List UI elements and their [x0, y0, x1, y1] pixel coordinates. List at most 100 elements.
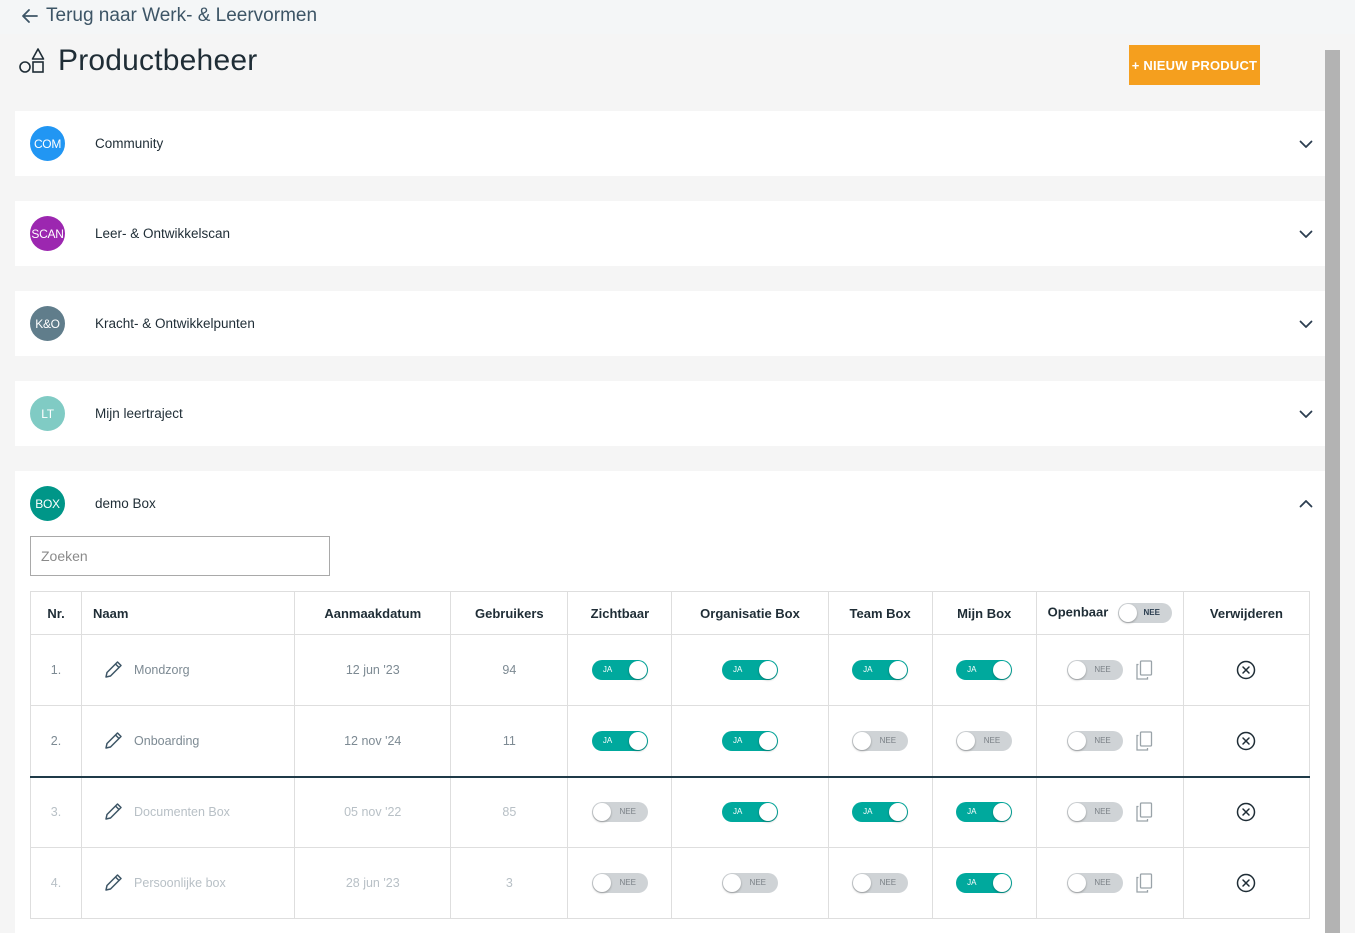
organisatie-box-toggle[interactable]: JA [722, 660, 778, 680]
name-cell: Persoonlijke box [81, 847, 296, 919]
close-circle-icon[interactable] [1236, 873, 1256, 893]
team-cell: NEE [827, 705, 933, 778]
column-header-mijn-box: Mijn Box [931, 591, 1037, 635]
toggle-label: NEE [983, 735, 1001, 745]
group-badge: COM [30, 126, 65, 161]
product-name[interactable]: Onboarding [134, 733, 200, 748]
new-product-button[interactable]: + NIEUW PRODUCT [1129, 45, 1260, 85]
group-header-leertraject[interactable]: LT Mijn leertraject [15, 381, 1325, 446]
team-cell: NEE [827, 847, 933, 919]
team-box-toggle[interactable]: JA [852, 660, 909, 680]
mijn-box-toggle[interactable]: NEE [956, 730, 1013, 751]
toggle-label: JA [733, 735, 743, 745]
zichtbaar-cell: NEE [567, 776, 673, 848]
zichtbaar-toggle[interactable]: JA [591, 730, 648, 751]
search-input[interactable] [30, 536, 330, 576]
organisatie-box-toggle[interactable]: NEE [722, 873, 778, 893]
shapes-icon [19, 48, 45, 73]
organisatie-box-toggle[interactable]: JA [722, 802, 778, 823]
back-link[interactable]: Terug naar Werk- & Leervormen [20, 5, 317, 27]
toggle-label: JA [967, 665, 977, 674]
toggle-label: JA [863, 665, 873, 674]
openbaar-toggle[interactable]: NEE [1066, 802, 1123, 823]
organisatie-cell: JA [671, 705, 829, 778]
team-box-toggle[interactable]: NEE [852, 873, 909, 893]
column-header-team-box: Team Box [827, 591, 933, 635]
toggle-label: NEE [1094, 665, 1111, 674]
group-badge: K&O [30, 306, 65, 341]
copy-icon[interactable] [1135, 660, 1153, 680]
organisatie-cell: NEE [671, 847, 829, 919]
created-date: 12 nov '24 [294, 705, 452, 778]
page-title: Productbeheer [58, 44, 258, 77]
group-panel-ko: K&O Kracht- & Ontwikkelpunten [15, 291, 1325, 356]
group-header-scan[interactable]: SCAN Leer- & Ontwikkelscan [15, 201, 1325, 266]
toggle-label: NEE [1094, 807, 1111, 817]
openbaar-toggle[interactable]: NEE [1066, 660, 1123, 680]
toggle-label: NEE [619, 807, 636, 817]
pencil-icon[interactable] [102, 659, 124, 681]
mijn-box-toggle[interactable]: JA [956, 660, 1013, 680]
group-header-community[interactable]: COM Community [15, 111, 1325, 176]
toggle-label: JA [733, 665, 743, 674]
mijn-box-toggle[interactable]: JA [956, 802, 1013, 823]
close-circle-icon[interactable] [1236, 660, 1256, 680]
chevron-down-icon[interactable] [1299, 407, 1313, 421]
toggle-label: NEE [1094, 878, 1111, 887]
row-number: 4. [29, 847, 83, 919]
created-date: 05 nov '22 [294, 776, 452, 848]
user-count: 11 [450, 705, 569, 778]
pencil-icon[interactable] [102, 801, 124, 823]
chevron-down-icon[interactable] [1299, 317, 1313, 331]
zichtbaar-toggle[interactable]: NEE [591, 873, 648, 893]
openbaar-toggle[interactable]: NEE [1066, 873, 1123, 893]
table-row: 3. Documenten Box 05 nov '22 85 NEE JA J… [29, 776, 1311, 848]
row-number: 1. [29, 634, 83, 706]
toggle-label: NEE [1143, 608, 1160, 617]
group-label: Community [95, 136, 164, 151]
openbaar-cell: NEE [1035, 705, 1184, 778]
chevron-down-icon[interactable] [1299, 227, 1313, 241]
chevron-down-icon[interactable] [1299, 137, 1313, 151]
name-cell: Onboarding [81, 705, 296, 778]
delete-cell [1182, 776, 1311, 848]
toggle-label: JA [733, 807, 743, 817]
organisatie-cell: JA [671, 634, 829, 706]
delete-cell [1182, 634, 1311, 706]
group-header-box[interactable]: BOX demo Box [15, 471, 1325, 536]
created-date: 28 jun '23 [294, 847, 452, 919]
pencil-icon[interactable] [102, 730, 124, 752]
zichtbaar-toggle[interactable]: JA [591, 660, 648, 680]
close-circle-icon[interactable] [1236, 731, 1256, 751]
mijn-cell: JA [931, 776, 1037, 848]
back-link-label: Terug naar Werk- & Leervormen [46, 5, 318, 26]
openbaar-all-toggle[interactable]: NEE [1117, 603, 1172, 623]
column-header-gebruikers: Gebruikers [450, 591, 569, 635]
organisatie-box-toggle[interactable]: JA [722, 730, 778, 751]
copy-icon[interactable] [1135, 731, 1153, 751]
product-name[interactable]: Persoonlijke box [134, 876, 226, 890]
pencil-icon[interactable] [102, 872, 124, 894]
scrollbar-thumb[interactable] [1325, 50, 1340, 933]
toggle-label: NEE [749, 878, 766, 887]
mijn-box-toggle[interactable]: JA [956, 873, 1013, 893]
group-panel-box: BOX demo Box Nr. Naam Aanmaakdatum Gebru… [15, 471, 1325, 933]
team-box-toggle[interactable]: JA [852, 802, 909, 823]
team-cell: JA [827, 776, 933, 848]
team-box-toggle[interactable]: NEE [852, 730, 909, 751]
zichtbaar-toggle[interactable]: NEE [591, 802, 648, 823]
chevron-up-icon[interactable] [1299, 497, 1313, 511]
toggle-label: JA [967, 878, 977, 887]
products-table: Nr. Naam Aanmaakdatum Gebruikers Zichtba… [29, 591, 1311, 919]
table-row: 4. Persoonlijke box 28 jun '23 3 NEE NEE… [29, 847, 1311, 919]
name-cell: Mondzorg [81, 634, 296, 706]
group-header-ko[interactable]: K&O Kracht- & Ontwikkelpunten [15, 291, 1325, 356]
copy-icon[interactable] [1135, 873, 1153, 893]
group-panel-scan: SCAN Leer- & Ontwikkelscan [15, 201, 1325, 266]
copy-icon[interactable] [1135, 802, 1153, 822]
product-name[interactable]: Documenten Box [134, 805, 230, 820]
product-name[interactable]: Mondzorg [134, 663, 190, 677]
openbaar-toggle[interactable]: NEE [1066, 730, 1123, 751]
toggle-label: NEE [879, 878, 897, 887]
close-circle-icon[interactable] [1236, 802, 1256, 822]
